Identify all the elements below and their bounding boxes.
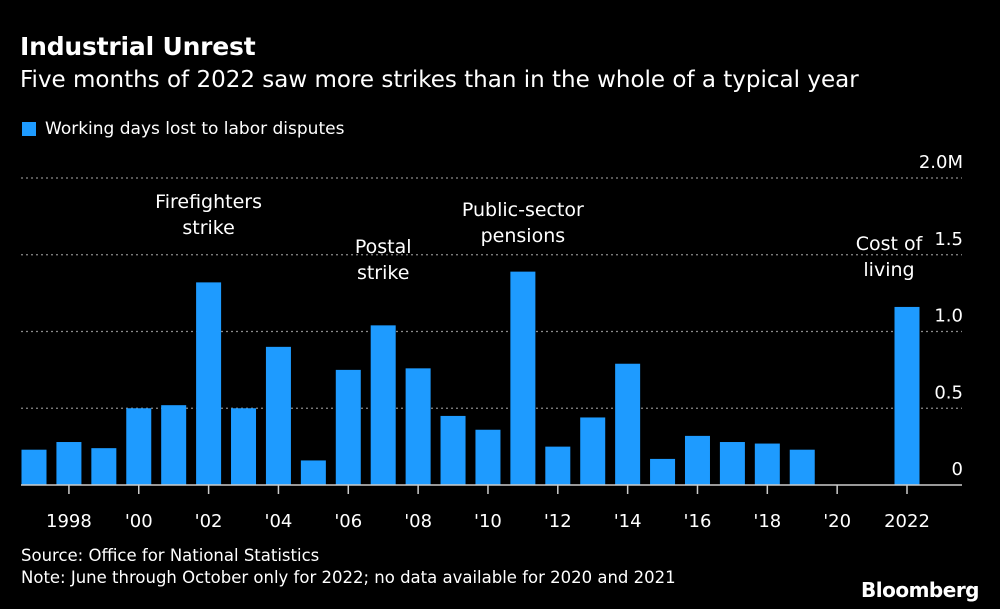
x-tick-label: '00 xyxy=(125,511,153,532)
bar-2005 xyxy=(300,460,326,485)
footnote: Note: June through October only for 2022… xyxy=(21,568,676,587)
annotation-label: Firefighters xyxy=(155,191,262,213)
bar-2000 xyxy=(126,408,152,485)
x-tick-label: '04 xyxy=(265,511,293,532)
x-tick-label: '14 xyxy=(614,511,642,532)
legend-label: Working days lost to labor disputes xyxy=(45,119,345,139)
bar-2002 xyxy=(196,282,222,485)
bar-2001 xyxy=(161,405,187,485)
source-note: Source: Office for National Statistics xyxy=(21,546,320,565)
annotation-label: strike xyxy=(357,262,409,284)
x-tick-label: 1998 xyxy=(46,511,92,532)
chart-title: Industrial Unrest xyxy=(20,32,256,61)
bar-2008 xyxy=(405,368,431,485)
x-tick-label: '10 xyxy=(474,511,502,532)
legend-swatch xyxy=(22,122,36,136)
y-tick-label: 0 xyxy=(952,459,963,480)
bar-2009 xyxy=(440,415,466,485)
y-tick-label: 2.0M xyxy=(919,152,963,173)
annotation-label: living xyxy=(863,259,914,281)
x-tick-label: '18 xyxy=(753,511,781,532)
bar-2018 xyxy=(754,443,780,485)
bar-2013 xyxy=(580,417,606,485)
bar-2014 xyxy=(615,363,641,485)
bloomberg-logo: Bloomberg xyxy=(861,578,979,602)
x-tick-label: '02 xyxy=(195,511,223,532)
bar-2011 xyxy=(510,271,536,485)
annotation-label: Cost of xyxy=(856,233,924,255)
x-tick-label: '16 xyxy=(684,511,712,532)
legend: Working days lost to labor disputes xyxy=(22,119,344,139)
x-tick-label: '20 xyxy=(823,511,851,532)
x-tick-label: '12 xyxy=(544,511,572,532)
x-tick-label: '06 xyxy=(334,511,362,532)
y-tick-label: 1.5 xyxy=(934,229,963,250)
y-tick-label: 0.5 xyxy=(934,382,963,403)
annotation-label: pensions xyxy=(481,225,566,247)
bar-2022 xyxy=(894,306,920,485)
bar-2010 xyxy=(475,429,501,485)
bar-2016 xyxy=(684,435,710,485)
bar-2012 xyxy=(545,446,571,485)
x-tick-label: '08 xyxy=(404,511,432,532)
bar-1997 xyxy=(21,449,47,485)
bar-2017 xyxy=(719,442,745,485)
bar-2006 xyxy=(335,369,361,485)
x-tick-label: 2022 xyxy=(884,511,930,532)
annotation-label: strike xyxy=(182,217,234,239)
bar-2007 xyxy=(370,325,396,485)
annotation-label: Public-sector xyxy=(462,199,584,221)
bar-2004 xyxy=(265,346,291,485)
bar-2003 xyxy=(231,408,257,485)
y-tick-label: 1.0 xyxy=(934,306,963,327)
bar-2015 xyxy=(650,458,676,485)
bar-1998 xyxy=(56,442,82,485)
annotation-label: Postal xyxy=(355,236,412,258)
bar-2019 xyxy=(789,449,815,485)
chart-subtitle: Five months of 2022 saw more strikes tha… xyxy=(20,67,859,93)
bar-1999 xyxy=(91,448,117,485)
